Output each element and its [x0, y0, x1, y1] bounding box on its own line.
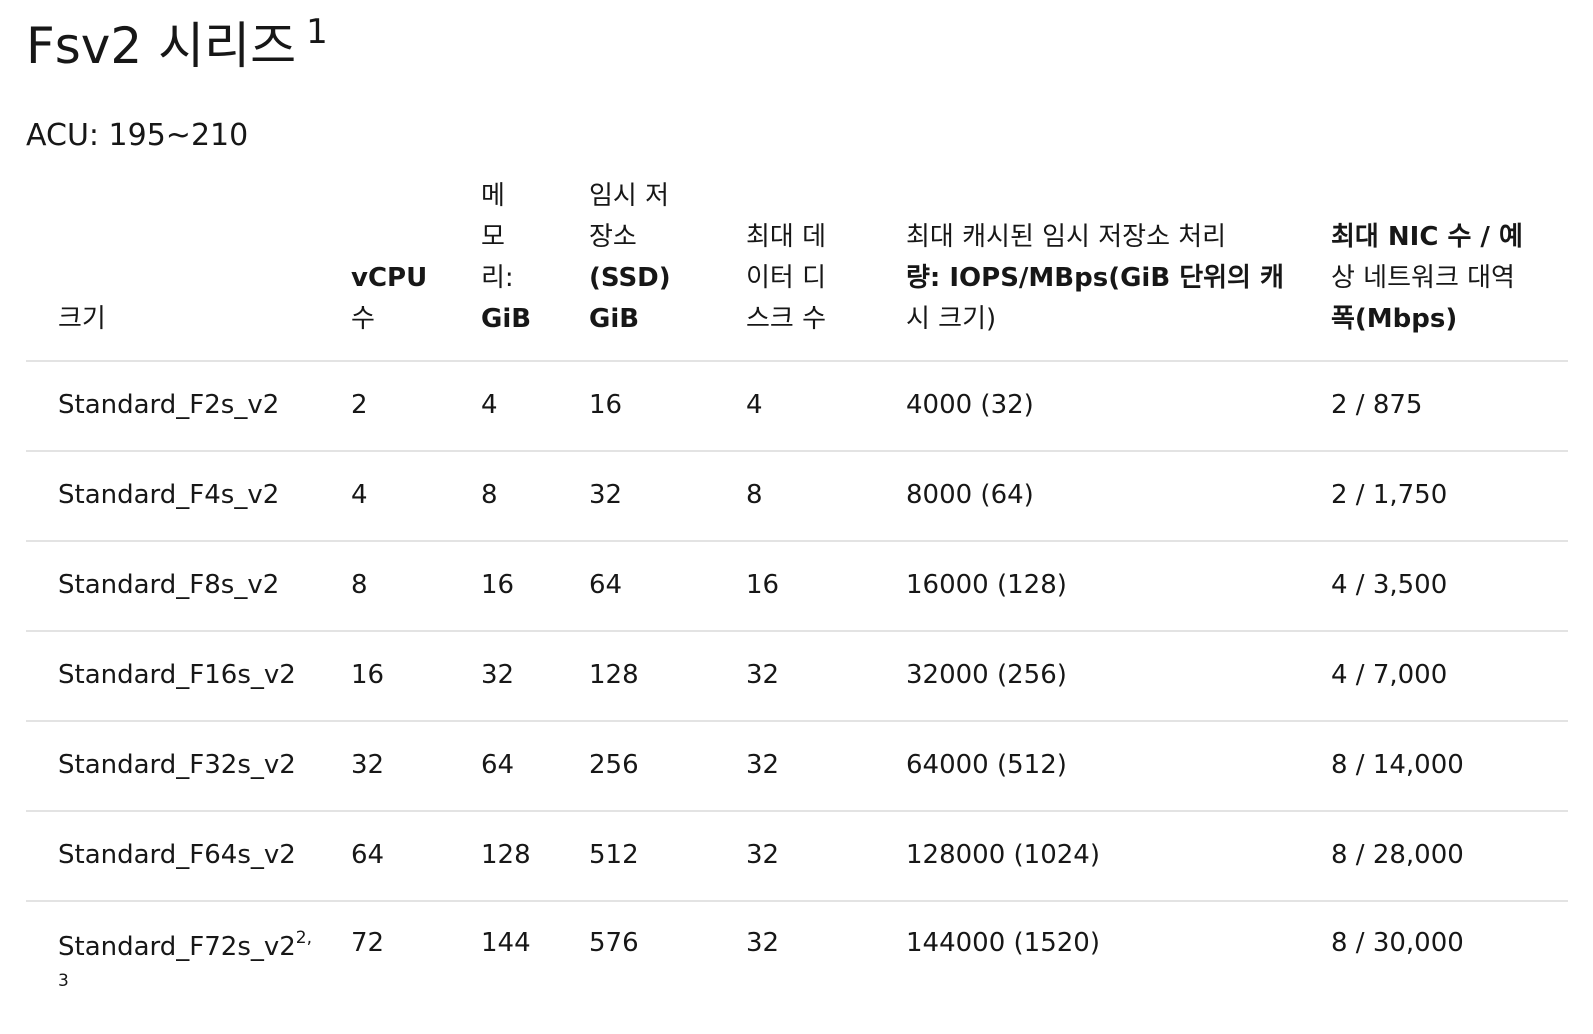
header-line: 최대 캐시된 임시 저장소 처리: [906, 222, 1227, 252]
header-line: 모: [481, 222, 505, 252]
header-line: 리:: [481, 263, 514, 293]
header-line: 장소: [589, 222, 637, 252]
header-line: (SSD): [589, 263, 671, 293]
cell-cached-throughput: 32000 (256): [906, 631, 1331, 722]
header-line: 최대 데: [746, 222, 827, 252]
title-footnote-ref[interactable]: 1: [306, 12, 328, 52]
cell-max-data-disks: 16: [746, 541, 906, 632]
size-name: Standard_F8s_v2: [58, 570, 280, 601]
header-line: 이터 디: [746, 263, 827, 293]
cell-cached-throughput: 144000 (1520): [906, 928, 1100, 958]
acu-range: ACU: 195~210: [26, 118, 249, 153]
cell-vcpu: 8: [351, 541, 481, 632]
size-name: Standard_F16s_v2: [58, 660, 296, 691]
table-row: Standard_F16s_v2 16 32 128 32 32000 (256) 4 / …: [26, 631, 1568, 722]
cell-nics-bandwidth: 8 / 14,000: [1331, 721, 1568, 812]
header-line: 임시 저: [589, 181, 670, 211]
cell-memory: 8: [481, 451, 589, 542]
cell-size: Standard_F64s_v2: [26, 811, 351, 902]
header-line: 최대 NIC 수 / 예: [1331, 222, 1523, 252]
cell-cached-throughput: 128000 (1024): [906, 811, 1331, 902]
header-line: 폭(Mbps): [1331, 304, 1458, 334]
size-name: Standard_F32s_v2: [58, 750, 296, 781]
cell-cached-throughput: 4000 (32): [906, 361, 1331, 452]
cell-max-data-disks: 4: [746, 361, 906, 452]
table-body: Standard_F2s_v2 2 4 16 4 4000 (32) 2 / 875 Stan…: [26, 361, 1568, 994]
cell-vcpu: 32: [351, 721, 481, 812]
header-vcpu: vCPU 수: [351, 176, 481, 362]
header-line: 스크 수: [746, 304, 827, 334]
cell-temp-storage: 32: [589, 451, 746, 542]
table-row: Standard_F2s_v2 2 4 16 4 4000 (32) 2 / 875: [26, 361, 1568, 452]
cell-nics-bandwidth: 4 / 7,000: [1331, 631, 1568, 722]
header-line: 메: [481, 181, 505, 211]
size-name: Standard_F72s_v2: [58, 932, 296, 962]
cell-memory: 16: [481, 541, 589, 632]
table-row: Standard_F8s_v2 8 16 64 16 16000 (128) 4 / 3,5…: [26, 541, 1568, 632]
cell-vcpu: 16: [351, 631, 481, 722]
cell-max-data-disks: 32: [746, 811, 906, 902]
cell-max-data-disks: 8: [746, 451, 906, 542]
cell-nics-bandwidth: 8 / 30,000: [1331, 928, 1464, 958]
header-line: vCPU: [351, 263, 428, 293]
cell-size: Standard_F8s_v2: [26, 541, 351, 632]
table-row: Standard_F32s_v2 32 64 256 32 64000 (512) 8 / …: [26, 721, 1568, 812]
cell-size: Standard_F32s_v2: [26, 721, 351, 812]
cell-memory: 64: [481, 721, 589, 812]
size-name: Standard_F4s_v2: [58, 480, 280, 511]
cell-nics-bandwidth: 8 / 28,000: [1331, 811, 1568, 902]
size-name: Standard_F64s_v2: [58, 840, 296, 871]
cell-temp-storage: 128: [589, 631, 746, 722]
cell-max-data-disks: 32: [746, 721, 906, 812]
table-row: Standard_F4s_v2 4 8 32 8 8000 (64) 2 / 1,750: [26, 451, 1568, 542]
cell-memory: 32: [481, 631, 589, 722]
cell-size: Standard_F4s_v2: [26, 451, 351, 542]
header-line: 상 네트워크 대역: [1331, 263, 1515, 293]
cell-memory: 4: [481, 361, 589, 452]
table-row: Standard_F72s_v22, 3 72 144 576 32 144000 (152…: [26, 901, 1568, 994]
header-line: GiB: [481, 304, 532, 334]
cell-temp-storage: 576: [589, 928, 639, 958]
cell-temp-storage: 64: [589, 541, 746, 632]
cell-memory: 144: [481, 928, 531, 958]
cell-size: Standard_F2s_v2: [26, 361, 351, 452]
cell-cached-throughput: 64000 (512): [906, 721, 1331, 812]
cell-max-data-disks: 32: [746, 928, 780, 958]
cell-vcpu: 64: [351, 811, 481, 902]
size-name: Standard_F2s_v2: [58, 390, 280, 421]
cell-vcpu: 2: [351, 361, 481, 452]
header-line: GiB: [589, 304, 640, 334]
page-title: Fsv2 시리즈 1: [26, 12, 328, 76]
header-line: 크기: [58, 304, 106, 334]
cell-memory: 128: [481, 811, 589, 902]
cell-nics-bandwidth: 4 / 3,500: [1331, 541, 1568, 632]
cell-temp-storage: 16: [589, 361, 746, 452]
header-line: 수: [351, 304, 375, 334]
cell-temp-storage: 256: [589, 721, 746, 812]
cell-size: Standard_F72s_v22, 3: [26, 901, 351, 994]
table-row: Standard_F64s_v2 64 128 512 32 128000 (1024) 8…: [26, 811, 1568, 902]
cell-cached-throughput: 16000 (128): [906, 541, 1331, 632]
page-title-text: Fsv2 시리즈: [26, 17, 297, 75]
cell-size: Standard_F16s_v2: [26, 631, 351, 722]
size-footnote-ref[interactable]: 2,: [295, 928, 313, 948]
cell-nics-bandwidth: 2 / 1,750: [1331, 451, 1568, 542]
cell-cached-throughput: 8000 (64): [906, 451, 1331, 542]
cell-temp-storage: 512: [589, 811, 746, 902]
cell-vcpu: 72: [351, 928, 385, 958]
header-size: 크기: [26, 176, 351, 362]
cell-max-data-disks: 32: [746, 631, 906, 722]
size-footnote-ref[interactable]: 3: [58, 971, 69, 992]
cell-nics-bandwidth: 2 / 875: [1331, 361, 1568, 452]
header-line: 시 크기): [906, 304, 997, 334]
cell-vcpu: 4: [351, 451, 481, 542]
header-line: 량: IOPS/MBps(GiB 단위의 캐: [906, 263, 1284, 293]
